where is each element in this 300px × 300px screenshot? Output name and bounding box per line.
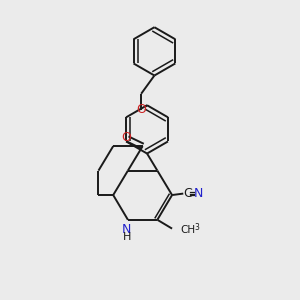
Text: O: O xyxy=(136,103,146,116)
Text: H: H xyxy=(123,232,131,242)
Text: CH: CH xyxy=(180,225,196,235)
Text: O: O xyxy=(121,131,131,144)
Text: 3: 3 xyxy=(194,223,199,232)
Text: C: C xyxy=(183,187,192,200)
Text: N: N xyxy=(194,187,203,200)
Text: N: N xyxy=(122,223,131,236)
